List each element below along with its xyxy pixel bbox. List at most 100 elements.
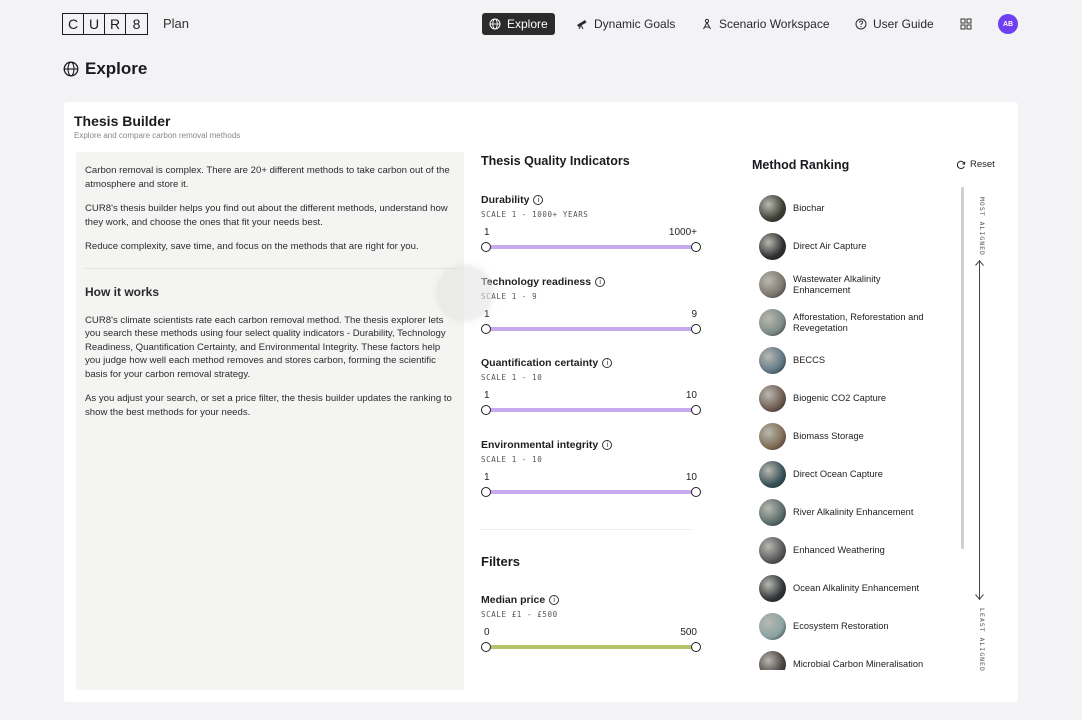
slider-min-label: 1 (484, 227, 490, 238)
slider-scale: SCALE 1 - 10 (481, 373, 543, 382)
least-aligned-label: LEAST ALIGNED (978, 608, 986, 672)
telescope-icon (577, 20, 587, 30)
info-icon[interactable]: i (595, 277, 606, 287)
method-ranking-list[interactable]: Biochar Direct Air Capture Wastewater Al… (759, 190, 939, 670)
nav-scenario-workspace[interactable]: Scenario Workspace (694, 13, 837, 35)
environmental-integrity-slider: Environmental integrity i SCALE 1 - 10 1 1… (481, 439, 701, 498)
slider-track[interactable] (481, 404, 701, 416)
info-icon[interactable]: i (602, 358, 613, 368)
nav-explore[interactable]: Explore (482, 13, 555, 35)
slider-min-handle[interactable] (481, 324, 491, 334)
slider-min-label: 1 (484, 472, 490, 483)
method-thumbnail (759, 575, 786, 602)
method-thumbnail (759, 423, 786, 450)
slider-max-handle[interactable] (691, 642, 701, 652)
apps-grid-icon[interactable] (960, 18, 972, 30)
method-name: River Alkalinity Enhancement (793, 507, 914, 517)
slider-track[interactable] (481, 486, 701, 498)
globe-icon (63, 61, 79, 77)
method-name: Afforestation, Reforestation and Reveget… (793, 311, 924, 333)
list-item[interactable]: BECCS (759, 347, 933, 374)
slider-max-handle[interactable] (691, 487, 701, 497)
method-name: Direct Ocean Capture (793, 469, 883, 479)
intro-panel: Carbon removal is complex. There are 20+… (76, 152, 464, 690)
list-item[interactable]: Enhanced Weathering (759, 537, 933, 564)
slider-min-handle[interactable] (481, 487, 491, 497)
list-item[interactable]: Wastewater Alkalinity Enhancement (759, 271, 933, 298)
method-thumbnail (759, 309, 786, 336)
slider-max-handle[interactable] (691, 242, 701, 252)
info-icon[interactable]: i (549, 595, 560, 605)
method-thumbnail (759, 651, 786, 670)
slider-track[interactable] (481, 241, 701, 253)
method-name: Direct Air Capture (793, 241, 867, 251)
list-item[interactable]: Afforestation, Reforestation and Reveget… (759, 309, 933, 336)
slider-track[interactable] (481, 323, 701, 335)
slider-min-label: 1 (484, 309, 490, 320)
slider-max-label: 10 (685, 472, 697, 483)
quantification-certainty-slider: Quantification certainty i SCALE 1 - 10 1… (481, 357, 701, 416)
slider-fill (486, 245, 696, 249)
ranking-scrollbar[interactable] (961, 187, 964, 549)
method-name: Biochar (793, 203, 825, 213)
slider-label: Median price (481, 594, 546, 606)
list-item[interactable]: River Alkalinity Enhancement (759, 499, 933, 526)
filters-heading: Filters (481, 554, 521, 569)
list-item[interactable]: Direct Ocean Capture (759, 461, 933, 488)
method-thumbnail (759, 347, 786, 374)
nav-dynamic-goals[interactable]: Dynamic Goals (569, 13, 682, 35)
avatar[interactable]: AB (998, 14, 1018, 34)
list-item[interactable]: Biochar (759, 195, 933, 222)
durability-slider: Durability i SCALE 1 - 1000+ YEARS 1 1000+ (481, 194, 701, 253)
list-item[interactable]: Microbial Carbon Mineralisation (759, 651, 933, 670)
slider-label: Environmental integrity (481, 439, 599, 451)
slider-max-label: 10 (685, 390, 697, 401)
slider-max-handle[interactable] (691, 324, 701, 334)
nav-user-guide[interactable]: User Guide (848, 13, 941, 35)
click-ripple (439, 267, 491, 319)
list-item[interactable]: Direct Air Capture (759, 233, 933, 260)
logo-letter: U (84, 14, 105, 34)
info-icon[interactable]: i (533, 195, 544, 205)
slider-min-label: 0 (484, 627, 490, 638)
slider-fill (486, 490, 696, 494)
slider-min-handle[interactable] (481, 242, 491, 252)
method-thumbnail (759, 233, 786, 260)
nav-label: User Guide (873, 17, 934, 31)
section-divider (481, 529, 691, 530)
slider-scale: SCALE 1 - 1000+ YEARS (481, 210, 589, 219)
intro-paragraph: CUR8's thesis builder helps you find out… (85, 203, 448, 228)
thesis-builder-card: Thesis Builder Explore and compare carbo… (64, 102, 1018, 702)
product-label: Plan (163, 16, 190, 31)
slider-min-label: 1 (484, 390, 490, 401)
list-item[interactable]: Biogenic CO2 Capture (759, 385, 933, 412)
card-title: Thesis Builder (74, 113, 171, 129)
slider-track[interactable] (481, 641, 701, 653)
slider-max-label: 1000+ (668, 227, 697, 238)
method-name: Wastewater Alkalinity Enhancement (793, 273, 881, 295)
logo-letter: 8 (132, 16, 141, 32)
list-item[interactable]: Ocean Alkalinity Enhancement (759, 575, 933, 602)
list-item[interactable]: Biomass Storage (759, 423, 933, 450)
slider-max-label: 500 (680, 627, 697, 638)
slider-min-handle[interactable] (481, 642, 491, 652)
reset-button[interactable]: Reset (956, 159, 995, 170)
logo-letter: R (105, 14, 126, 34)
top-nav: C U R 8 Plan Explore Dynamic Goals Scena… (0, 0, 1082, 50)
slider-fill (486, 327, 696, 331)
how-paragraph: CUR8's climate scientists rate each carb… (85, 314, 446, 380)
slider-min-handle[interactable] (481, 405, 491, 415)
slider-scale: SCALE 1 - 9 (481, 292, 538, 301)
method-thumbnail (759, 613, 786, 640)
cur8-logo[interactable]: C U R 8 (62, 13, 148, 35)
method-name: Microbial Carbon Mineralisation (793, 659, 924, 669)
most-aligned-label: MOST ALIGNED (978, 197, 986, 256)
nav-label: Explore (507, 17, 548, 31)
slider-fill (486, 408, 696, 412)
list-item[interactable]: Ecosystem Restoration (759, 613, 933, 640)
nav-label: Dynamic Goals (594, 17, 676, 31)
method-name: Ocean Alkalinity Enhancement (793, 583, 920, 593)
info-icon[interactable]: i (602, 440, 613, 450)
slider-max-handle[interactable] (691, 405, 701, 415)
technology-readiness-slider: Technology readiness i SCALE 1 - 9 1 9 (481, 276, 701, 335)
